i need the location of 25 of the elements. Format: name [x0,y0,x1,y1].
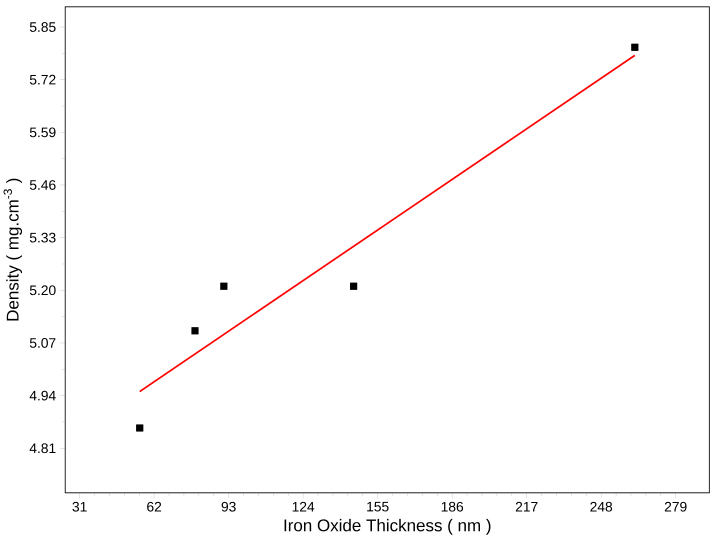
x-tick-label: 217 [516,502,538,512]
x-tick-label: 248 [590,502,612,512]
y-tick-label: 5.59 [30,128,56,138]
y-tick-label: 5.85 [30,22,56,32]
point [350,282,358,290]
point [220,282,228,290]
x-tick-label: 31 [72,502,87,512]
x-tick-label: 62 [147,502,162,512]
x-tick-label: 93 [222,502,236,512]
y-axis-title: Density ( mg.cm$^{-3}$ ) [4,179,22,321]
point [191,327,199,335]
y-tick-label: 5.72 [30,75,56,85]
y-tick-label: 5.20 [30,286,56,296]
x-tick-label: 155 [367,502,389,512]
x-axis-title: Iron Oxide Thickness ( nm ) [284,519,490,535]
y-tick-label: 5.46 [30,180,56,190]
y-tick-label: 5.33 [30,233,56,243]
point [136,424,144,432]
x-tick-label: 124 [292,502,314,512]
x-tick-label: 279 [664,502,687,512]
y-tick-label: 4.94 [30,390,56,401]
y-tick-label: 5.07 [30,338,56,348]
point [631,44,638,52]
x-tick-label: 186 [442,502,464,512]
y-tick-label: 4.81 [30,444,56,454]
